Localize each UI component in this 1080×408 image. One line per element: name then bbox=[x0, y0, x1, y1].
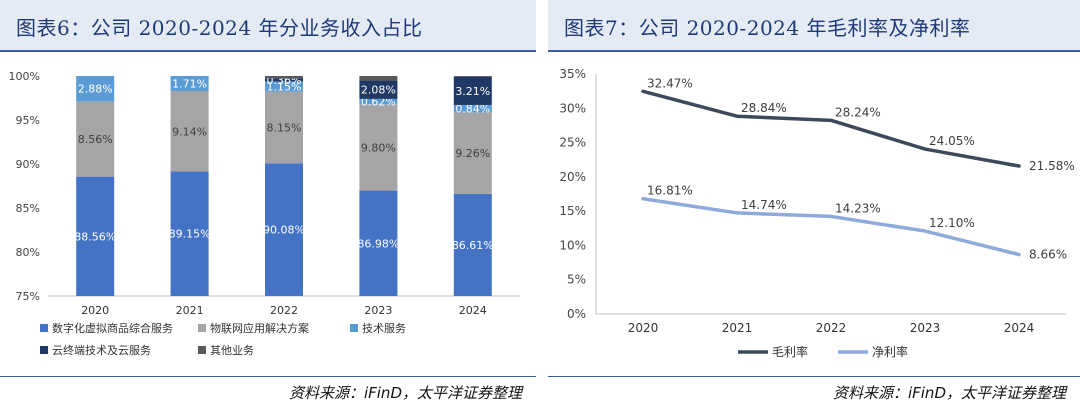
bar-segment bbox=[359, 76, 398, 81]
bar-segment bbox=[453, 76, 492, 105]
y-tick-label: 20% bbox=[559, 170, 586, 184]
y-tick-label: 35% bbox=[559, 67, 586, 81]
left-source-note: 资料来源：iFinD，太平洋证券整理 bbox=[288, 384, 522, 402]
right-source-note: 资料来源：iFinD，太平洋证券整理 bbox=[832, 384, 1066, 402]
x-tick-label: 2021 bbox=[176, 304, 204, 317]
x-tick-label: 2020 bbox=[81, 304, 109, 317]
bar-data-label: 0.36% bbox=[267, 74, 302, 87]
bar-data-label: 90.08% bbox=[263, 224, 305, 237]
bar-data-label: 86.61% bbox=[452, 239, 494, 252]
y-tick-label: 85% bbox=[16, 202, 40, 215]
bar-data-label: 3.21% bbox=[455, 85, 490, 98]
line-data-label: 16.81% bbox=[647, 184, 693, 198]
x-tick-label: 2024 bbox=[459, 304, 487, 317]
bar-data-label: 8.56% bbox=[78, 133, 113, 146]
bar-data-label: 88.56% bbox=[74, 230, 116, 243]
bar-data-label: 8.15% bbox=[267, 121, 302, 134]
y-tick-label: 30% bbox=[559, 101, 586, 115]
line-data-label: 14.23% bbox=[835, 201, 881, 215]
right-source-divider bbox=[548, 376, 1080, 377]
y-tick-label: 5% bbox=[567, 273, 586, 287]
x-tick-label: 2021 bbox=[722, 321, 753, 335]
line-data-label: 28.24% bbox=[835, 105, 881, 119]
margin-panel: 图表7：公司 2020-2024 年毛利率及净利率 0% 5% 10% 15% 20% 2… bbox=[548, 0, 1080, 408]
margin-title-bar: 图表7：公司 2020-2024 年毛利率及净利率 bbox=[548, 0, 1080, 52]
legend-label: 其他业务 bbox=[210, 344, 254, 357]
bar-data-label: 1.71% bbox=[172, 78, 207, 91]
legend-label: 毛利率 bbox=[772, 344, 808, 359]
y-tick-label: 15% bbox=[559, 204, 586, 218]
y-tick-label: 25% bbox=[559, 136, 586, 150]
x-tick-label: 2023 bbox=[910, 321, 941, 335]
revenue-share-title: 图表6：公司 2020-2024 年分业务收入占比 bbox=[16, 16, 423, 40]
bar-segment bbox=[76, 176, 115, 296]
legend-label: 技术服务 bbox=[362, 322, 406, 335]
margin-chart: 0% 5% 10% 15% 20% 25% 30% 35% 2020 2021 2022 2023 20… bbox=[559, 67, 1075, 359]
bar-data-label: 0.84% bbox=[455, 103, 490, 116]
bar-segment bbox=[265, 76, 303, 79]
revenue-share-title-bar: 图表6：公司 2020-2024 年分业务收入占比 bbox=[0, 0, 536, 52]
line-data-label: 14.74% bbox=[741, 198, 787, 212]
revenue-share-chart: 75% 80% 85% 90% 95% 100% 88.56% 8.56% 2.88% 2020 8… bbox=[9, 70, 520, 357]
legend-swatch bbox=[198, 324, 206, 332]
gross-margin-line bbox=[641, 89, 1021, 168]
bar-segment bbox=[265, 91, 303, 164]
bar-data-label: 2.88% bbox=[78, 83, 113, 96]
bar-segment bbox=[76, 76, 115, 102]
bar-data-label: 9.14% bbox=[172, 125, 207, 138]
bar-segment bbox=[453, 104, 492, 113]
bar-data-label: 89.15% bbox=[169, 228, 211, 241]
legend-label: 物联网应用解决方案 bbox=[210, 321, 309, 335]
revenue-share-panel: 图表6：公司 2020-2024 年分业务收入占比 75% 80% 85% 90% 95… bbox=[0, 0, 536, 408]
bar-segment bbox=[359, 190, 398, 296]
line-data-label: 8.66% bbox=[1029, 248, 1067, 262]
bar-segment bbox=[170, 76, 209, 92]
bar-data-label: 2.08% bbox=[361, 84, 396, 97]
y-tick-label: 95% bbox=[16, 114, 40, 127]
y-tick-label: 90% bbox=[16, 158, 40, 171]
bar-segment bbox=[265, 78, 303, 82]
legend-swatch bbox=[40, 324, 48, 332]
bar-segment bbox=[359, 104, 398, 191]
bar-segment bbox=[359, 98, 398, 105]
bar-data-label: 86.98% bbox=[357, 237, 399, 250]
line-data-label: 21.58% bbox=[1029, 159, 1075, 173]
bar-segment bbox=[265, 81, 303, 92]
legend-label: 净利率 bbox=[872, 344, 908, 359]
bar-segment bbox=[359, 80, 398, 99]
bar-segment bbox=[265, 163, 303, 296]
legend-swatch bbox=[40, 346, 48, 354]
line-data-label: 32.47% bbox=[647, 76, 693, 90]
x-tick-label: 2023 bbox=[364, 304, 392, 317]
x-tick-label: 2022 bbox=[270, 304, 298, 317]
x-tick-label: 2024 bbox=[1004, 321, 1035, 335]
bar-segment bbox=[170, 171, 209, 296]
bar-segment bbox=[453, 193, 492, 296]
bar-data-label: 9.26% bbox=[455, 147, 490, 160]
line-data-label: 24.05% bbox=[929, 134, 975, 148]
margin-title: 图表7：公司 2020-2024 年毛利率及净利率 bbox=[564, 16, 971, 40]
x-tick-label: 2020 bbox=[628, 321, 659, 335]
legend-label: 数字化虚拟商品综合服务 bbox=[52, 321, 173, 335]
y-tick-label: 80% bbox=[16, 246, 40, 259]
bar-segment bbox=[170, 91, 209, 172]
line-data-label: 28.84% bbox=[741, 101, 787, 115]
legend-swatch bbox=[350, 324, 358, 332]
bar-segment bbox=[76, 101, 115, 177]
y-tick-label: 100% bbox=[9, 70, 40, 83]
y-tick-label: 0% bbox=[567, 307, 586, 321]
left-source-divider bbox=[0, 376, 536, 377]
y-tick-label: 10% bbox=[559, 238, 586, 252]
bar-data-label: 1.15% bbox=[267, 81, 302, 94]
legend-label: 云终端技术及云服务 bbox=[52, 343, 151, 357]
net-margin-line bbox=[641, 196, 1021, 257]
bar-segment bbox=[453, 76, 492, 77]
legend-swatch bbox=[198, 346, 206, 354]
x-tick-label: 2022 bbox=[816, 321, 847, 335]
y-tick-label: 75% bbox=[16, 290, 40, 303]
bar-segment bbox=[453, 112, 492, 194]
bar-data-label: 9.80% bbox=[361, 141, 396, 154]
line-data-label: 12.10% bbox=[929, 216, 975, 230]
